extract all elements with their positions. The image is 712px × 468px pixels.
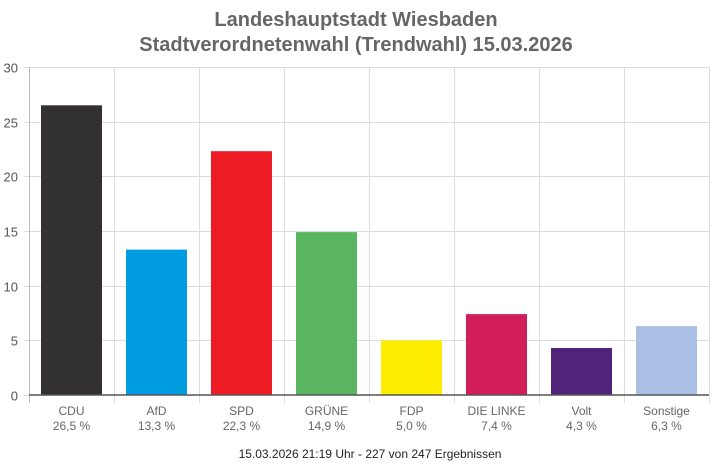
bar-spd — [211, 151, 272, 395]
x-category-label: AfD — [146, 404, 166, 418]
x-category-label: Volt — [571, 404, 592, 418]
x-value-label: 4,3 % — [566, 419, 597, 433]
bar-volt — [551, 348, 612, 395]
y-tick-label: 5 — [11, 334, 18, 349]
x-category-label: CDU — [59, 404, 85, 418]
y-tick-label: 20 — [4, 170, 18, 185]
x-category-label: DIE LINKE — [467, 404, 525, 418]
x-value-label: 5,0 % — [396, 419, 427, 433]
x-category-label: GRÜNE — [305, 404, 348, 418]
y-tick-label: 0 — [11, 389, 18, 404]
y-tick-label: 25 — [4, 116, 18, 131]
results-status: 15.03.2026 21:19 Uhr - 227 von 247 Ergeb… — [238, 447, 502, 461]
bar-die-linke — [466, 314, 527, 395]
x-value-label: 14,9 % — [308, 419, 346, 433]
bar-afd — [126, 249, 187, 395]
x-value-label: 22,3 % — [223, 419, 261, 433]
x-category-label: SPD — [229, 404, 254, 418]
bar-sonstige — [636, 326, 697, 395]
chart-subtitle: Stadtverordnetenwahl (Trendwahl) 15.03.2… — [139, 34, 573, 56]
bar-cdu — [41, 105, 102, 396]
bar-grüne — [296, 232, 357, 395]
x-value-label: 7,4 % — [481, 419, 512, 433]
x-category-label: Sonstige — [643, 404, 690, 418]
bar-fdp — [381, 340, 442, 395]
x-value-label: 26,5 % — [53, 419, 91, 433]
x-category-label: FDP — [400, 404, 424, 418]
chart-title: Landeshauptstadt Wiesbaden — [214, 9, 498, 31]
y-tick-label: 15 — [4, 225, 18, 240]
y-tick-label: 30 — [4, 61, 18, 76]
x-value-label: 6,3 % — [651, 419, 682, 433]
x-value-label: 13,3 % — [138, 419, 176, 433]
y-tick-label: 10 — [4, 280, 18, 295]
